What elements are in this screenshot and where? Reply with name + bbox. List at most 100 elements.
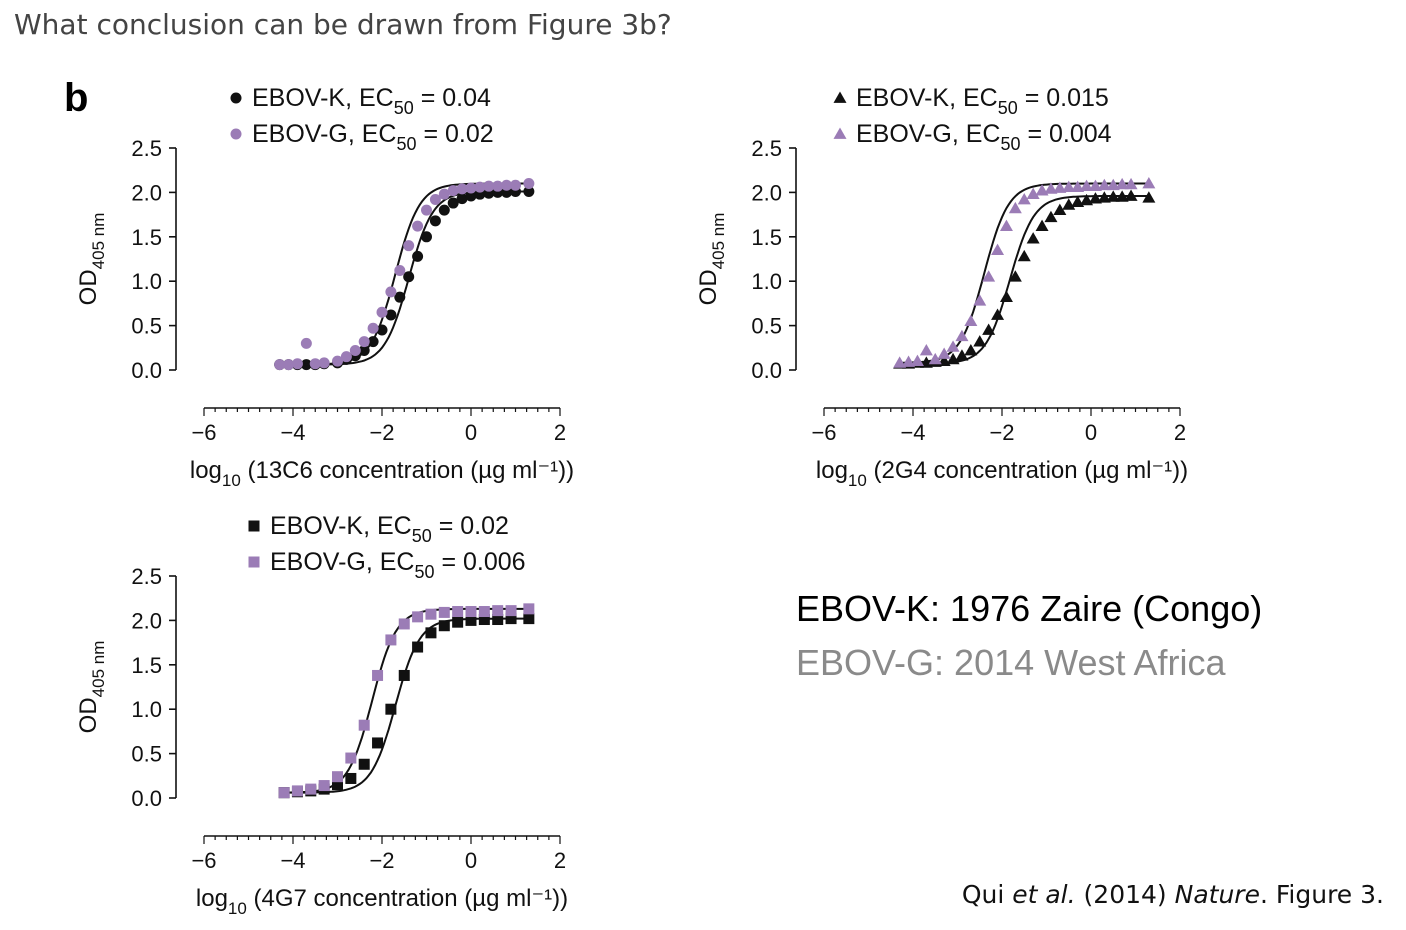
- data-point-ebov-g: [1044, 182, 1058, 194]
- data-point-ebov-k: [438, 204, 450, 216]
- chart-13c6: 0.0 0.5 1.0 1.5 2.0 2.5 −6 −4 −2 0 2 log10 (13C6 co…: [75, 84, 574, 490]
- data-point-ebov-k: [403, 271, 415, 283]
- data-point-ebov-g: [937, 347, 951, 359]
- y-tick-label: 2.5: [131, 564, 162, 589]
- data-point-ebov-g: [1026, 187, 1040, 200]
- x-tick-label: −4: [280, 420, 305, 445]
- data-point-ebov-k: [452, 616, 464, 628]
- data-point-ebov-k: [1142, 191, 1156, 203]
- y-tick-label: 0.5: [131, 742, 162, 767]
- y-tick-label: 2.0: [131, 608, 162, 633]
- data-point-ebov-k: [412, 250, 424, 262]
- data-point-ebov-g: [1071, 180, 1085, 192]
- x-axis-label: log10 (2G4 concentration (µg ml⁻¹)): [816, 457, 1188, 490]
- data-point-ebov-k: [345, 772, 357, 784]
- data-point-ebov-g: [394, 265, 406, 277]
- x-tick-label: −4: [900, 420, 925, 445]
- fit-curve-ebov-k: [899, 195, 1149, 365]
- data-point-ebov-g: [505, 605, 517, 617]
- data-point-ebov-g: [367, 322, 379, 334]
- y-tick-label: 0.0: [131, 358, 162, 383]
- data-point-ebov-k: [421, 231, 432, 243]
- data-point-ebov-k: [964, 343, 978, 356]
- y-tick-label: 1.0: [751, 269, 782, 294]
- data-point-ebov-g: [1008, 201, 1022, 214]
- y-tick-label: 0.5: [131, 314, 162, 339]
- data-point-ebov-g: [332, 355, 343, 367]
- data-point-ebov-g: [510, 179, 521, 191]
- y-tick-label: 0.5: [751, 314, 782, 339]
- data-point-ebov-k: [1106, 190, 1120, 202]
- data-point-ebov-g: [291, 358, 303, 370]
- x-tick-label: 0: [1085, 420, 1097, 445]
- data-point-ebov-k: [1124, 189, 1138, 201]
- data-point-ebov-g: [412, 611, 424, 623]
- fit-curve-ebov-g: [899, 182, 1149, 364]
- chart-2g4: 0.0 0.5 1.0 1.5 2.0 2.5 −6 −4 −2 0 2 log10 (2G4 con…: [695, 84, 1188, 490]
- x-tick-label: 0: [465, 848, 477, 873]
- data-point-ebov-k: [1097, 191, 1111, 203]
- legend-marker-ebov-k: [230, 92, 242, 104]
- data-point-ebov-g: [1062, 180, 1076, 192]
- legend-marker-ebov-g: [230, 128, 242, 140]
- legend-marker-ebov-g: [248, 556, 260, 568]
- y-tick-label: 0.0: [131, 786, 162, 811]
- y-tick-label: 1.5: [131, 653, 162, 678]
- data-point-ebov-g: [318, 357, 330, 369]
- legend-label-ebov-g: EBOV-G, EC50 = 0.006: [270, 548, 526, 582]
- data-point-ebov-g: [398, 618, 410, 630]
- data-point-ebov-g: [523, 603, 535, 615]
- data-point-ebov-g: [1124, 177, 1138, 190]
- data-point-ebov-k: [429, 215, 441, 227]
- data-point-ebov-k: [1008, 270, 1022, 282]
- data-point-ebov-k: [1017, 249, 1031, 262]
- data-point-ebov-g: [1080, 179, 1094, 192]
- legend-marker-ebov-k: [248, 520, 260, 532]
- data-point-ebov-k: [332, 779, 343, 791]
- data-point-ebov-g: [492, 180, 504, 192]
- data-point-ebov-g: [283, 359, 295, 371]
- data-point-ebov-g: [483, 180, 495, 192]
- data-point-ebov-g: [291, 785, 303, 797]
- data-point-ebov-g: [372, 669, 384, 681]
- data-point-ebov-g: [332, 771, 343, 783]
- x-axis-label: log10 (4G7 concentration (µg ml⁻¹)): [196, 885, 568, 918]
- data-point-ebov-k: [394, 291, 406, 303]
- y-tick-label: 2.0: [131, 180, 162, 205]
- data-point-ebov-g: [429, 194, 441, 206]
- data-point-ebov-k: [973, 335, 987, 347]
- data-point-ebov-k: [982, 323, 996, 335]
- data-point-ebov-g: [403, 240, 415, 252]
- data-point-ebov-g: [893, 356, 907, 368]
- data-point-ebov-g: [376, 306, 388, 318]
- data-point-ebov-k: [1088, 192, 1102, 204]
- citation: Qui et al. (2014) Nature. Figure 3.: [961, 880, 1384, 909]
- x-tick-label: −2: [369, 848, 394, 873]
- data-point-ebov-k: [999, 290, 1013, 303]
- fit-curve-ebov-k: [284, 617, 529, 794]
- data-point-ebov-k: [456, 193, 468, 205]
- data-point-ebov-k: [385, 703, 397, 715]
- data-point-ebov-g: [973, 294, 987, 306]
- y-axis-label: OD405 nm: [75, 641, 108, 734]
- data-point-ebov-g: [412, 220, 424, 232]
- y-tick-label: 2.5: [751, 136, 782, 161]
- data-point-ebov-k: [412, 641, 424, 653]
- data-point-ebov-g: [964, 314, 978, 327]
- data-point-ebov-g: [478, 606, 490, 618]
- x-tick-label: −4: [280, 848, 305, 873]
- data-point-ebov-g: [456, 183, 468, 195]
- data-point-ebov-k: [447, 197, 459, 209]
- x-tick-label: −2: [989, 420, 1014, 445]
- y-tick-label: 1.0: [131, 269, 162, 294]
- citation-authors: Qui: [961, 880, 1005, 909]
- data-point-ebov-k: [1035, 219, 1049, 232]
- data-point-ebov-g: [492, 605, 504, 617]
- x-tick-label: 0: [465, 420, 477, 445]
- x-tick-label: −6: [811, 420, 836, 445]
- data-point-ebov-g: [345, 752, 357, 764]
- data-point-ebov-g: [919, 343, 933, 356]
- data-point-ebov-g: [1106, 178, 1120, 191]
- data-point-ebov-g: [438, 188, 450, 200]
- x-tick-label: 2: [1174, 420, 1186, 445]
